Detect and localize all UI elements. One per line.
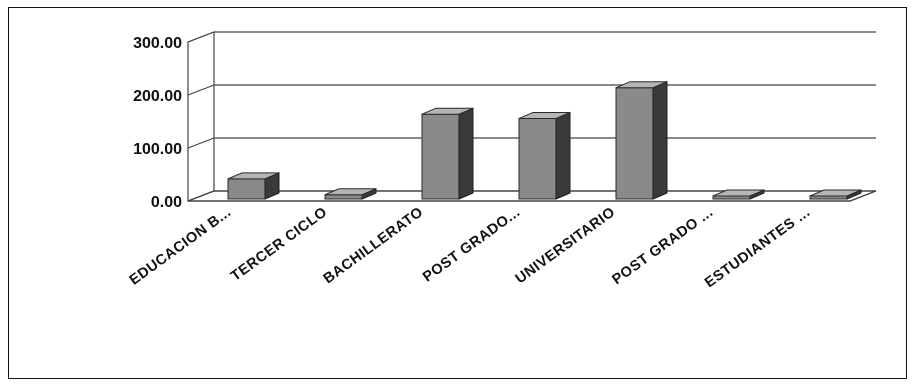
bar-front (518, 117, 557, 200)
x-category-label: EDUCACION B... (127, 204, 235, 288)
x-category-label: UNIVERSITARIO (513, 204, 619, 287)
x-category-label: ESTUDIANTES ... (702, 204, 813, 291)
bar-front (421, 113, 460, 200)
bar-side (458, 107, 474, 200)
gridline-side (187, 31, 215, 43)
bar (324, 188, 377, 200)
y-tick-label: 0.00 (151, 194, 182, 211)
x-category-label: BACHILLERATO (321, 204, 427, 287)
bar-side (652, 80, 668, 200)
bar-top (712, 189, 765, 197)
gridline-side (187, 84, 215, 96)
y-axis-tick-labels: 0.00 100.00 200.00 300.00 (133, 35, 182, 211)
bar (809, 189, 862, 200)
bar-front (324, 194, 363, 200)
floor (187, 190, 877, 202)
bar (421, 107, 474, 200)
bar-top (809, 189, 862, 197)
bars (227, 80, 862, 200)
bar-front (227, 178, 266, 200)
x-category-label: POST GRADO... (420, 204, 523, 285)
bar (712, 189, 765, 200)
side-wall (187, 31, 215, 202)
bar-top (324, 188, 377, 196)
x-category-label: POST GRADO ... (609, 204, 716, 288)
bar-top (615, 81, 668, 89)
x-axis-category-labels: EDUCACION B...TERCER CICLOBACHILLERATOPO… (127, 204, 814, 291)
bar-side (555, 111, 571, 200)
bar (518, 111, 571, 200)
bar (227, 172, 280, 200)
y-tick-label: 300.00 (133, 35, 182, 52)
gridline-side (187, 137, 215, 149)
bar (615, 80, 668, 200)
bar-top (421, 107, 474, 115)
y-tick-label: 200.00 (133, 88, 182, 105)
x-category-label: TERCER CICLO (228, 204, 330, 284)
bar-top (227, 172, 280, 180)
bar-top (518, 111, 571, 119)
y-tick-label: 100.00 (133, 141, 182, 158)
bar-front (615, 87, 654, 200)
